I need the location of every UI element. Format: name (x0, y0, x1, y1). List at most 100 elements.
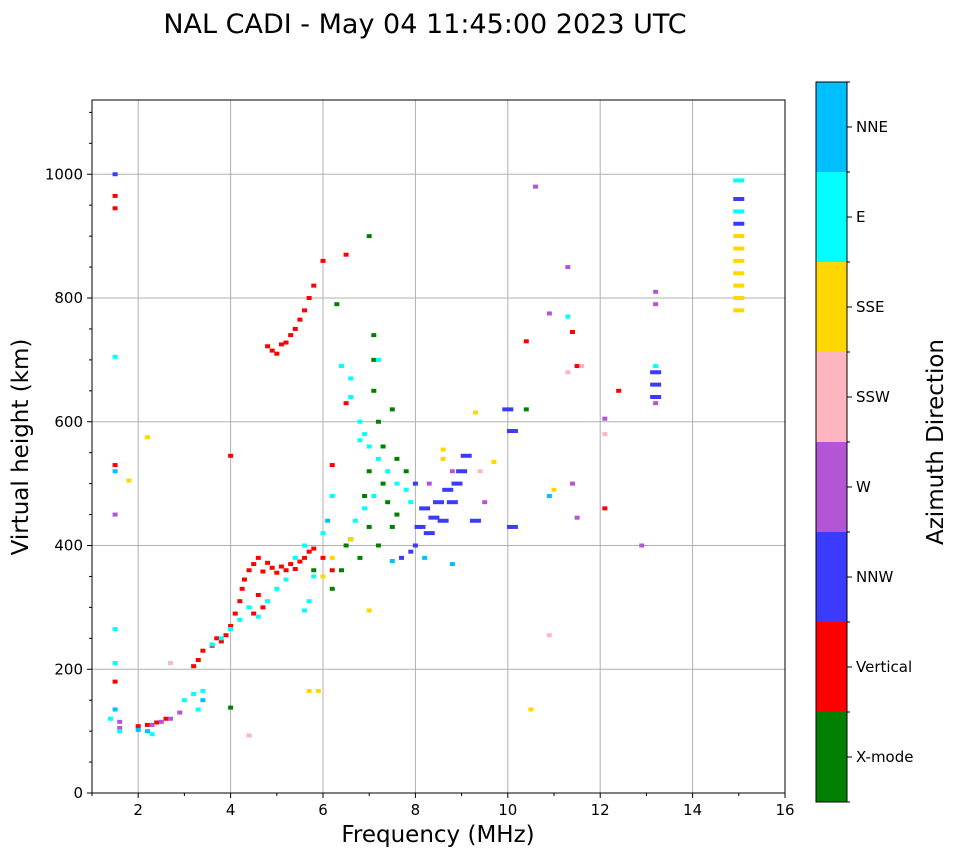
data-point (366, 524, 372, 529)
data-point (228, 627, 234, 632)
data-point (302, 308, 308, 313)
data-point (371, 494, 377, 498)
data-point (306, 599, 312, 604)
data-point (334, 302, 340, 307)
data-point (237, 617, 243, 622)
x-tick-label: 6 (318, 801, 328, 819)
data-point (320, 555, 326, 560)
data-point (306, 688, 312, 693)
data-point (574, 364, 580, 369)
data-point (112, 707, 118, 712)
data-point (357, 555, 363, 560)
data-point (329, 555, 335, 560)
data-point (251, 562, 257, 567)
data-point (112, 627, 118, 632)
data-point (269, 565, 275, 570)
y-axis-label: Virtual height (km) (8, 339, 34, 556)
data-point (112, 354, 118, 359)
data-point (533, 184, 539, 189)
colorbar-frame (815, 81, 848, 803)
data-point (389, 407, 395, 412)
colorbar-tick-label: W (856, 478, 871, 496)
colorbar-segment (816, 352, 847, 442)
data-point (154, 720, 160, 725)
data-point (135, 727, 141, 732)
data-point (278, 564, 284, 569)
data-point (223, 633, 229, 638)
data-marks (107, 172, 745, 738)
data-point (650, 395, 662, 399)
data-point (112, 661, 118, 666)
data-point (158, 719, 164, 724)
data-point (117, 719, 123, 724)
colorbar-segment (816, 712, 847, 802)
data-point (733, 271, 745, 276)
colorbar: X-mode Vertical NNW W SSW SSE E NNE (815, 81, 913, 803)
data-point (117, 729, 123, 734)
data-point (297, 559, 303, 564)
data-point (306, 296, 312, 300)
data-point (579, 364, 585, 369)
data-point (135, 724, 141, 729)
data-point (371, 333, 377, 338)
data-point (274, 351, 280, 356)
data-point (362, 494, 368, 498)
y-tick-label: 1000 (45, 165, 83, 183)
data-point (371, 388, 377, 393)
data-point (733, 296, 745, 300)
data-point (440, 456, 446, 461)
data-point (653, 401, 659, 406)
data-point (565, 265, 571, 270)
colorbar-tick-label: X-mode (856, 748, 913, 766)
data-point (278, 342, 284, 347)
data-point (653, 302, 659, 307)
data-point (283, 568, 289, 573)
x-tick-label: 16 (775, 801, 794, 819)
data-point (195, 707, 201, 712)
data-point (255, 614, 261, 619)
data-point (375, 456, 381, 461)
data-point (209, 642, 215, 647)
data-point (274, 586, 280, 591)
data-point (292, 555, 298, 560)
data-point (449, 562, 455, 567)
data-point (177, 710, 183, 715)
y-tick-label: 0 (73, 784, 83, 802)
data-point (311, 283, 317, 288)
data-point (389, 524, 395, 529)
data-point (191, 664, 197, 669)
data-point (218, 639, 224, 644)
data-point (574, 515, 580, 520)
data-point (408, 500, 414, 505)
data-point (112, 463, 118, 468)
data-point (366, 444, 372, 449)
data-point (112, 193, 118, 198)
plot-frame (91, 99, 786, 794)
data-point (260, 605, 266, 610)
data-point (403, 469, 409, 474)
data-point (469, 518, 481, 523)
data-point (311, 568, 317, 573)
data-point (506, 429, 518, 434)
data-point (477, 469, 483, 474)
data-point (733, 283, 745, 288)
x-tick-label: 12 (591, 801, 610, 819)
data-point (394, 481, 400, 486)
x-axis: 2 4 6 8 10 12 14 16 (91, 793, 795, 819)
data-point (546, 494, 552, 498)
data-point (315, 688, 321, 693)
data-point (502, 407, 514, 412)
data-point (232, 611, 238, 616)
data-point (385, 500, 391, 505)
y-tick-label: 200 (54, 660, 83, 678)
data-point (306, 549, 312, 554)
data-point (546, 311, 552, 316)
data-point (348, 376, 354, 381)
data-point (650, 382, 662, 387)
colorbar-tick-label: NNW (856, 568, 893, 586)
data-point (343, 401, 349, 406)
data-point (653, 364, 659, 369)
data-point (255, 555, 261, 560)
data-point (551, 487, 557, 492)
